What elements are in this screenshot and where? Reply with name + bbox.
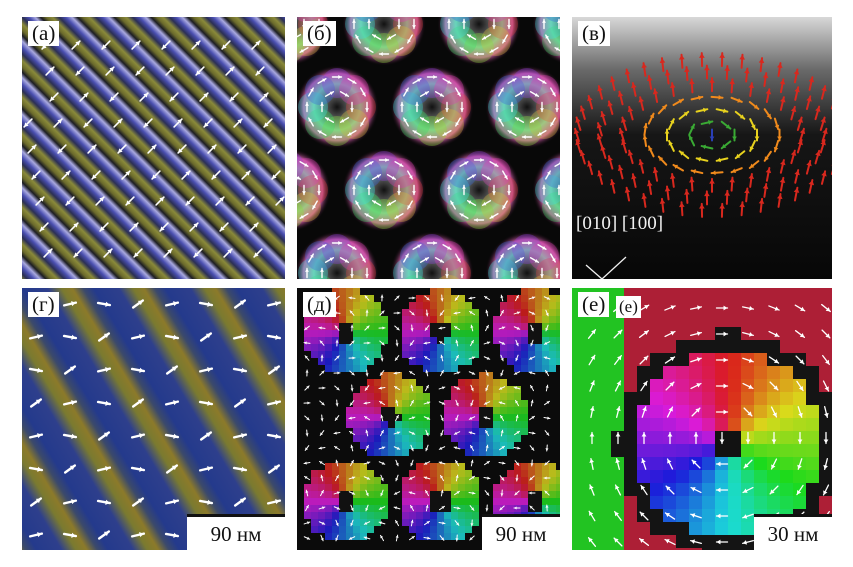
scale-bar-e: 90 нм — [482, 514, 560, 550]
panel-e-skyrmion-measured: (д) 90 нм — [297, 288, 560, 550]
stripe-texture-a — [22, 17, 285, 279]
panel-label-f: (е) — [578, 292, 610, 317]
skyrmion-texture-e — [297, 288, 560, 550]
panel-label-e: (д) — [303, 292, 336, 317]
scale-bar-d-label: 90 нм — [210, 522, 262, 546]
panel-label-a: (а) — [28, 21, 60, 46]
skyrmion-texture-b — [297, 17, 560, 279]
panel-label-c: (в) — [578, 21, 610, 46]
panel-a-stripes: (а) — [22, 17, 285, 279]
panel-c-single-skyrmion: (в) [010] [100] — [572, 17, 832, 279]
skyrmion-vector-field-c — [572, 17, 832, 279]
panel-f-skyrmion-zoom: (е) (е) 30 нм — [572, 288, 832, 550]
scale-bar-f: 30 нм — [754, 514, 832, 550]
panel-inset-label-f: (е) — [616, 296, 641, 318]
stripe-texture-d — [22, 288, 285, 550]
crystal-axes-label: [010] [100] — [576, 213, 664, 234]
scale-bar-f-label: 30 нм — [767, 522, 819, 546]
panel-label-b: (б) — [303, 21, 336, 46]
skyrmion-pixel-map-f — [572, 288, 832, 550]
scale-bar-d: 90 нм — [187, 514, 285, 550]
panel-d-stripes-measured: (г) 90 нм — [22, 288, 285, 550]
panel-label-d: (г) — [28, 292, 59, 317]
scale-bar-e-label: 90 нм — [495, 522, 547, 546]
panel-b-skyrmion-lattice: (б) — [297, 17, 560, 279]
